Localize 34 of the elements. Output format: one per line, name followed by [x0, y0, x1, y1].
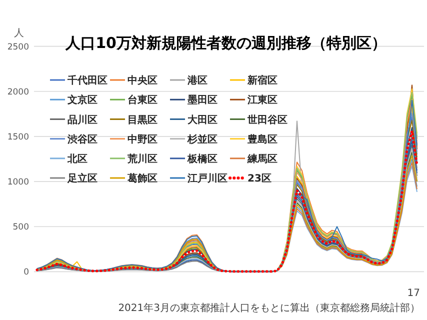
y-tick-label: 500 — [12, 222, 29, 233]
y-tick-label: 2000 — [7, 87, 29, 98]
legend-label: 杉並区 — [186, 133, 218, 146]
chart-title: 人口10万対新規陽性者数の週別推移（特別区） — [64, 34, 386, 52]
legend-label: 大田区 — [186, 114, 218, 126]
legend-label: 千代田区 — [66, 74, 108, 87]
legend-label: 品川区 — [68, 114, 98, 126]
y-tick-label: 2500 — [7, 42, 29, 52]
y-axis-title: 人 — [14, 28, 24, 39]
legend-label: 江東区 — [246, 94, 278, 106]
legend-label: 中野区 — [128, 133, 158, 146]
text: 2021年3月の東京都推計人口をもとに算出（東京都総務局統計部） — [118, 302, 420, 314]
y-tick-label: 1500 — [7, 132, 29, 142]
legend-label: 江戸川区 — [186, 172, 228, 185]
legend-label: 荒川区 — [126, 153, 158, 165]
legend-label: 墨田区 — [186, 94, 218, 106]
legend-label: 目黒区 — [128, 114, 158, 126]
legend-label: 渋谷区 — [66, 133, 98, 146]
legend-label: 新宿区 — [246, 74, 278, 87]
legend-label: 板橋区 — [186, 153, 218, 165]
text: 17 — [407, 288, 420, 299]
legend-label: 中央区 — [128, 74, 158, 87]
legend-label: 練馬区 — [246, 153, 278, 165]
legend-label: 足立区 — [66, 172, 98, 185]
legend-label: 葛飾区 — [126, 172, 158, 185]
legend-label: 文京区 — [66, 94, 98, 106]
legend-label: 港区 — [186, 74, 208, 87]
legend-label: 23区 — [248, 172, 272, 185]
legend-label: 北区 — [66, 153, 88, 165]
y-tick-label: 0 — [24, 268, 29, 278]
legend-label: 世田谷区 — [246, 114, 288, 126]
legend-label: 豊島区 — [246, 133, 278, 146]
y-tick-label: 1000 — [7, 178, 29, 188]
legend-label: 台東区 — [128, 94, 158, 106]
